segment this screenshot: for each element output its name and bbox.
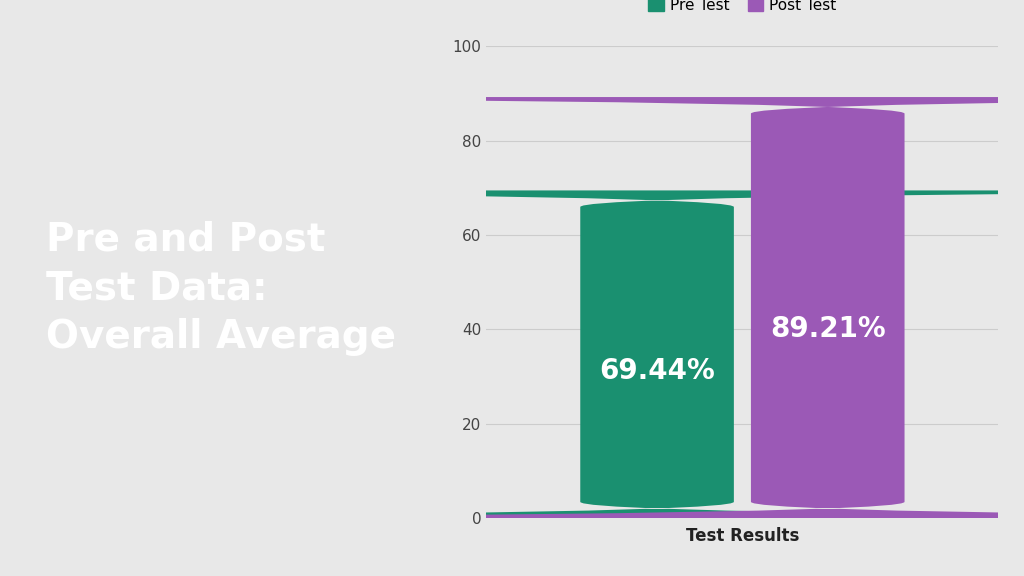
Text: Pre and Post
Test Data:
Overall Average: Pre and Post Test Data: Overall Average: [46, 221, 396, 355]
FancyBboxPatch shape: [0, 191, 1024, 518]
FancyBboxPatch shape: [0, 97, 1024, 518]
Text: 69.44%: 69.44%: [599, 357, 715, 385]
Text: 89.21%: 89.21%: [770, 315, 886, 343]
X-axis label: Test Results: Test Results: [686, 526, 799, 545]
Legend: Pre Test, Post Test: Pre Test, Post Test: [642, 0, 843, 20]
